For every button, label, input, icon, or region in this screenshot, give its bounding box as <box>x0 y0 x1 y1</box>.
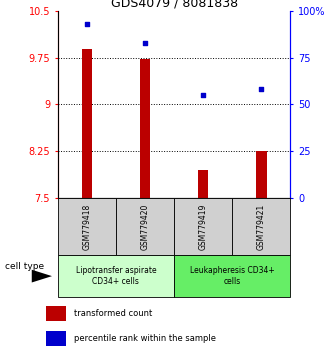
Point <box>201 92 206 98</box>
Bar <box>46 306 66 321</box>
FancyBboxPatch shape <box>174 198 232 255</box>
Text: cell type: cell type <box>5 262 44 271</box>
Text: GSM779419: GSM779419 <box>199 203 208 250</box>
FancyBboxPatch shape <box>116 198 174 255</box>
Bar <box>198 170 208 198</box>
Bar <box>256 152 267 198</box>
Text: Lipotransfer aspirate
CD34+ cells: Lipotransfer aspirate CD34+ cells <box>76 267 156 286</box>
FancyBboxPatch shape <box>58 198 116 255</box>
Polygon shape <box>32 270 52 282</box>
Point <box>84 21 89 27</box>
FancyBboxPatch shape <box>232 198 290 255</box>
Text: GSM779420: GSM779420 <box>141 203 149 250</box>
FancyBboxPatch shape <box>58 255 174 297</box>
Point <box>259 87 264 92</box>
Bar <box>46 331 66 346</box>
Point <box>142 40 148 45</box>
Text: percentile rank within the sample: percentile rank within the sample <box>74 333 215 343</box>
Text: GSM779418: GSM779418 <box>82 204 91 250</box>
Text: GSM779421: GSM779421 <box>257 204 266 250</box>
Bar <box>82 50 92 198</box>
Text: transformed count: transformed count <box>74 309 152 318</box>
Text: Leukapheresis CD34+
cells: Leukapheresis CD34+ cells <box>190 267 275 286</box>
FancyBboxPatch shape <box>174 255 290 297</box>
Title: GDS4079 / 8081838: GDS4079 / 8081838 <box>111 0 238 10</box>
Bar <box>140 59 150 198</box>
